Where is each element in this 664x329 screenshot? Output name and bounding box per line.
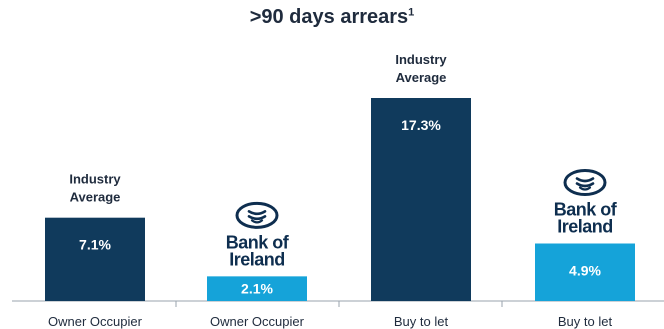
data-label-2: 2.1% — [241, 281, 273, 297]
category-label-2: Owner Occupier — [210, 314, 305, 329]
group-label-industry-average: Average — [396, 70, 447, 85]
logo-wordmark-line: Bank of — [226, 232, 290, 252]
category-label-3: Buy to let — [394, 314, 449, 329]
shield-icon — [235, 201, 279, 229]
shield-icon — [250, 219, 264, 224]
shield-icon — [575, 177, 595, 183]
shield-icon — [563, 169, 607, 197]
data-label-3: 17.3% — [401, 117, 441, 133]
category-label-4: Buy to let — [558, 314, 613, 329]
category-label-1: Owner Occupier — [48, 314, 143, 329]
shield-icon — [247, 215, 267, 221]
chart-title-text: >90 days arrears — [249, 6, 409, 28]
chart-title: >90 days arrears1 — [0, 6, 664, 29]
bar-4 — [535, 243, 635, 301]
logo-wordmark-line: Ireland — [557, 217, 613, 237]
data-label-1: 7.1% — [79, 237, 111, 253]
shield-icon — [247, 210, 267, 216]
logo-wordmark-line: Bank of — [554, 200, 618, 220]
logo-wordmark-line: Ireland — [229, 249, 285, 269]
bar-1 — [45, 217, 145, 301]
data-label-4: 4.9% — [569, 263, 601, 279]
bar-3 — [371, 98, 471, 301]
shield-icon — [575, 182, 595, 188]
shield-icon — [578, 186, 592, 191]
group-label-industry-average: Industry — [395, 52, 447, 67]
title-footnote-marker: 1 — [408, 6, 415, 19]
bar-2 — [207, 276, 307, 301]
group-label-industry-average: Industry — [69, 172, 121, 187]
group-label-industry-average: Average — [70, 190, 121, 205]
